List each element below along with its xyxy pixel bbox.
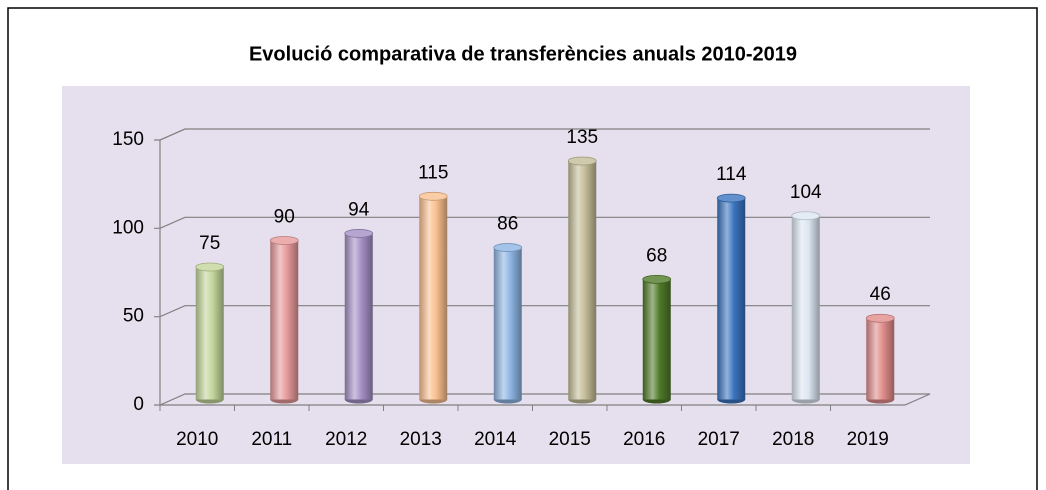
bar [568,161,597,400]
x-tick-label: 2011 [251,429,292,450]
x-tick-label: 2019 [847,429,889,450]
value-label: 90 [274,207,295,228]
x-tick-label: 2018 [772,429,814,450]
y-tick-label: 50 [123,306,144,327]
bar-top [642,274,672,284]
value-label: 114 [716,164,747,185]
x-tick-label: 2013 [400,429,442,450]
bar-top [791,211,821,221]
x-tick-label: 2012 [325,429,367,450]
grid-line [154,216,930,229]
frame [7,7,1038,490]
bar-top [418,191,448,201]
bar-top [195,262,225,272]
x-tick-label: 2016 [623,429,665,450]
value-label: 104 [790,182,822,203]
bar [493,247,522,400]
bar-top [269,236,299,245]
bar [419,196,448,400]
x-tick-label: 2014 [474,429,517,450]
value-label: 46 [870,284,891,305]
bar [791,215,820,400]
value-label: 135 [566,127,598,148]
grid-line [154,128,930,141]
grid-line [154,305,930,318]
x-tick-label: 2017 [698,429,740,450]
bar [642,279,671,400]
y-tick-label: 150 [112,129,144,150]
value-label: 86 [497,214,518,235]
x-tick-label: 2015 [549,429,591,450]
y-tick-label: 0 [133,394,144,415]
bar-top [567,156,597,166]
bar [866,318,895,400]
value-label: 75 [199,233,220,254]
x-tick-label: 2010 [176,429,218,450]
bar-top [493,243,523,252]
y-tick-label: 100 [112,217,144,238]
value-label: 94 [348,199,370,220]
bar-top [344,229,374,238]
bar [344,233,373,400]
grid-line [154,393,930,406]
bar-top [865,313,895,323]
bar [195,267,224,400]
value-label: 115 [418,162,448,183]
floor [160,393,931,406]
chart-title: Evolució comparativa de transferències a… [249,43,797,65]
bar-top [716,193,746,203]
value-label: 68 [646,245,667,266]
bar [717,198,746,400]
bar [270,240,299,400]
